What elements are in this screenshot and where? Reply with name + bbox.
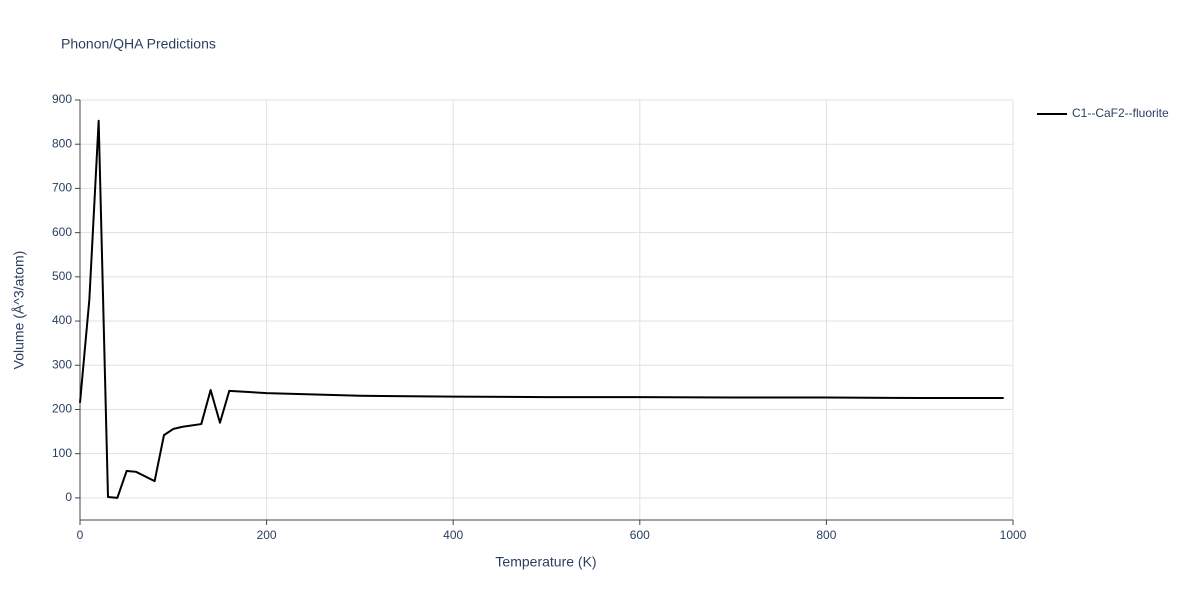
y-axis-label: Volume (Å^3/atom) <box>11 251 27 370</box>
y-tick-label: 0 <box>65 490 72 504</box>
y-tick-label: 300 <box>52 357 72 371</box>
legend-label: C1--CaF2--fluorite <box>1072 106 1169 120</box>
y-tick-label: 600 <box>52 225 72 239</box>
y-tick-label: 100 <box>52 446 72 460</box>
y-tick-label: 700 <box>52 181 72 195</box>
y-tick-label: 400 <box>52 313 72 327</box>
x-tick-label: 400 <box>443 528 463 542</box>
x-axis-label: Temperature (K) <box>495 554 596 570</box>
x-tick-label: 0 <box>77 528 84 542</box>
chart-title: Phonon/QHA Predictions <box>61 36 216 52</box>
y-tick-label: 900 <box>52 92 72 106</box>
x-tick-label: 200 <box>257 528 277 542</box>
x-tick-label: 800 <box>816 528 836 542</box>
y-tick-label: 800 <box>52 136 72 150</box>
y-tick-label: 500 <box>52 269 72 283</box>
data-line <box>79 119 1004 499</box>
y-tick-label: 200 <box>52 402 72 416</box>
x-tick-label: 1000 <box>1000 528 1027 542</box>
x-tick-label: 600 <box>630 528 650 542</box>
